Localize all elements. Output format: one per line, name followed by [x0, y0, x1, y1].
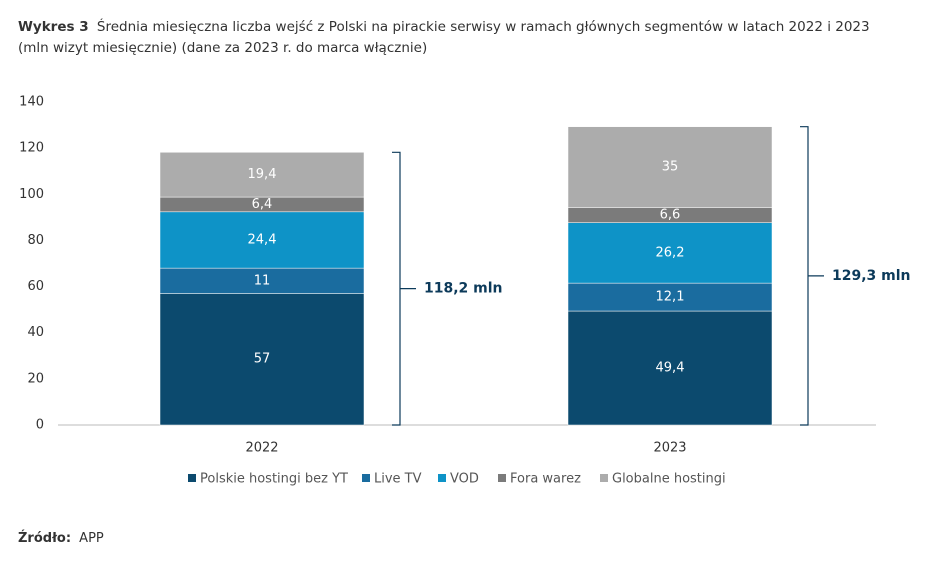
data-label: 6,6 [660, 208, 681, 223]
chart-title-line: Wykres 3 Średnia miesięczna liczba wejść… [18, 17, 870, 35]
data-label: 26,2 [656, 245, 685, 260]
y-tick-label: 60 [27, 279, 44, 294]
total-bracket [392, 151, 416, 426]
legend-label: Polskie hostingi bez YT [200, 472, 348, 487]
data-label: 19,4 [248, 167, 277, 182]
data-label: 24,4 [248, 232, 277, 247]
legend-label: VOD [450, 472, 479, 487]
y-tick-label: 100 [19, 187, 44, 202]
bar-segment [159, 211, 365, 269]
legend-swatch [362, 474, 370, 482]
data-label: 12,1 [656, 290, 685, 305]
bar-segment [159, 267, 365, 294]
source-line: Źródło: APP [18, 530, 104, 546]
legend-label: Globalne hostingi [612, 472, 726, 487]
data-label: 35 [662, 160, 679, 175]
y-tick-label: 0 [36, 418, 44, 433]
source-label: Źródło: [18, 530, 71, 546]
bar-segment [159, 152, 365, 198]
total-label: 118,2 mln [424, 281, 503, 297]
chart-subtitle: (mln wizyt miesięcznie) (dane za 2023 r.… [18, 40, 427, 56]
source: APP [79, 531, 104, 546]
title-prefix: Wykres 3 [18, 19, 89, 35]
data-label: 6,4 [252, 197, 273, 212]
chart-title: Średnia miesięczna liczba wejść z Polski… [97, 17, 870, 35]
y-tick-label: 40 [27, 325, 44, 340]
legend-swatch [600, 474, 608, 482]
legend-label: Live TV [374, 472, 422, 487]
data-label: 57 [254, 352, 271, 367]
y-tick-label: 80 [27, 233, 44, 248]
data-label: 11 [254, 273, 271, 288]
x-tick-label: 2022 [245, 441, 278, 456]
total-bracket [800, 126, 824, 426]
legend-swatch [498, 474, 506, 482]
total-label: 129,3 mln [832, 268, 911, 284]
bar-segment [159, 293, 365, 426]
y-tick-label: 140 [19, 95, 44, 110]
y-tick-label: 20 [27, 371, 44, 386]
bar-segment [567, 310, 773, 426]
bar-segment [567, 126, 773, 208]
legend-swatch [188, 474, 196, 482]
bar-segment [567, 222, 773, 284]
legend-label: Fora warez [510, 472, 581, 487]
bar-segment [567, 282, 773, 312]
y-tick-label: 120 [19, 141, 44, 156]
x-tick-label: 2023 [653, 441, 686, 456]
legend-swatch [438, 474, 446, 482]
data-label: 49,4 [656, 361, 685, 376]
